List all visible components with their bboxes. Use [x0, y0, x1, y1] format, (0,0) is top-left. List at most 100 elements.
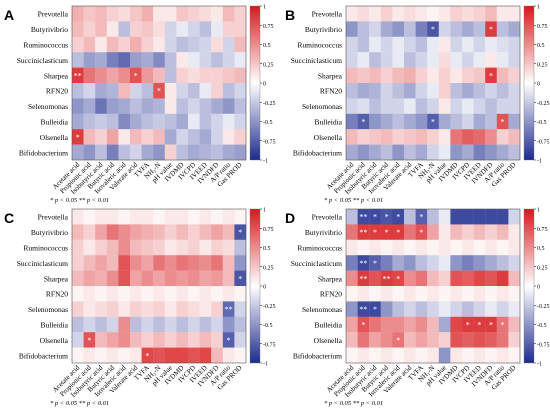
heatmap-cell: [153, 144, 165, 161]
heatmap-cell: [392, 255, 405, 271]
color-bar-tick-label: 0.25: [263, 265, 274, 271]
heatmap-cell: [415, 113, 428, 130]
heatmap-cell: [222, 113, 235, 130]
heatmap-cell: [83, 209, 96, 225]
heatmap-cell: [473, 113, 486, 130]
heatmap-cell: [404, 36, 416, 53]
heatmap-cell: [234, 209, 247, 225]
heatmap-cell: [72, 98, 84, 114]
heatmap-cell: [357, 209, 370, 225]
heatmap-cell: [72, 255, 84, 271]
heatmap-cell: [176, 129, 189, 145]
heatmap-cell: [496, 316, 509, 333]
panel-letter: C: [4, 210, 14, 226]
heatmap-cell: [357, 239, 370, 256]
color-bar: [523, 208, 535, 364]
heatmap-cell: [496, 209, 509, 225]
heatmap-cell: [427, 224, 439, 240]
heatmap-cell: [438, 67, 451, 84]
heatmap-cell: [415, 98, 428, 114]
heatmap-cell: [234, 316, 247, 333]
heatmap-cell: [380, 286, 393, 302]
heatmap-cell: [118, 98, 131, 114]
heatmap-cell: [380, 36, 393, 53]
color-bar-tick-label: -0.75: [263, 342, 276, 348]
heatmap-cell: [153, 286, 165, 302]
row-label: Sharpea: [44, 274, 69, 283]
heatmap-cell: [72, 224, 84, 240]
heatmap-cell: [106, 224, 119, 240]
heatmap-cell: [357, 6, 370, 22]
heatmap-cell: [222, 224, 235, 240]
heatmap-cell: [427, 6, 439, 22]
significance-mark: **: [359, 259, 367, 268]
heatmap-cell: [508, 21, 521, 37]
heatmap-cell: [485, 83, 497, 99]
heatmap-cell: [130, 209, 142, 225]
heatmap-cell: [199, 129, 212, 145]
heatmap-cell: [130, 347, 142, 364]
heatmap-cell: [106, 301, 119, 317]
heatmap-cell: [450, 255, 463, 271]
heatmap-cell: [438, 332, 451, 348]
heatmap-cell: [83, 301, 96, 317]
heatmap-cell: [95, 270, 107, 287]
row-label: RFN20: [320, 87, 342, 96]
heatmap-cell: [222, 239, 235, 256]
heatmap-cell: [473, 209, 486, 225]
heatmap-cell: [450, 129, 463, 145]
heatmap-cell: [473, 239, 486, 256]
heatmap-cell: [130, 98, 142, 114]
heatmap-cell: [473, 301, 486, 317]
heatmap-cell: [118, 113, 131, 130]
heatmap-cell: [106, 67, 119, 84]
significance-mark: *: [373, 305, 377, 314]
heatmap-cell: [415, 347, 428, 364]
heatmap-cell: [222, 347, 235, 364]
heatmap-cell: [106, 286, 119, 302]
heatmap-cell: [392, 209, 405, 225]
heatmap-cell: [234, 52, 247, 68]
heatmap-cell: [462, 347, 474, 364]
row-label: Prevotella: [38, 213, 69, 222]
heatmap-cell: [141, 239, 154, 256]
significance-note: * p < 0.05 ** p < 0.01: [50, 197, 109, 204]
color-bar-tick-label: 0.25: [537, 62, 548, 68]
heatmap-cell: [508, 286, 521, 302]
heatmap-cell: [72, 209, 84, 225]
heatmap-cell: [369, 255, 381, 271]
heatmap-cell: [496, 52, 509, 68]
row-label: Butyrivibrio: [31, 228, 68, 237]
heatmap-cell: [118, 21, 131, 37]
heatmap-cell: [392, 347, 405, 364]
heatmap-cell: [234, 224, 247, 240]
row-label: Bifidobacterium: [19, 148, 68, 157]
heatmap-cell: [438, 113, 451, 130]
heatmap-cell: [392, 67, 405, 84]
heatmap-cell: [427, 255, 439, 271]
heatmap-cell: [118, 301, 131, 317]
heatmap-cell: [450, 332, 463, 348]
heatmap-cell: [199, 113, 212, 130]
heatmap-cell: [106, 6, 119, 22]
heatmap-cell: [427, 239, 439, 256]
heatmap-cell: [392, 270, 405, 287]
heatmap-cell: [508, 6, 521, 22]
heatmap-cell: [118, 224, 131, 240]
color-bar-tick-label: -0.25: [263, 304, 276, 310]
heatmap-cell: [357, 255, 370, 271]
heatmap-cell: [95, 83, 107, 99]
heatmap-cell: [153, 347, 165, 364]
color-bar: [249, 5, 261, 161]
heatmap-cell: [234, 83, 247, 99]
heatmap-cell: [176, 224, 189, 240]
heatmap-cell: [496, 6, 509, 22]
significance-mark: *: [87, 336, 91, 345]
heatmap-cell: [357, 286, 370, 302]
heatmap-cell: [496, 67, 509, 84]
heatmap-cell: [369, 98, 381, 114]
heatmap-cell: [234, 98, 247, 114]
significance-mark: *: [396, 274, 400, 283]
heatmap-cell: [357, 98, 370, 114]
